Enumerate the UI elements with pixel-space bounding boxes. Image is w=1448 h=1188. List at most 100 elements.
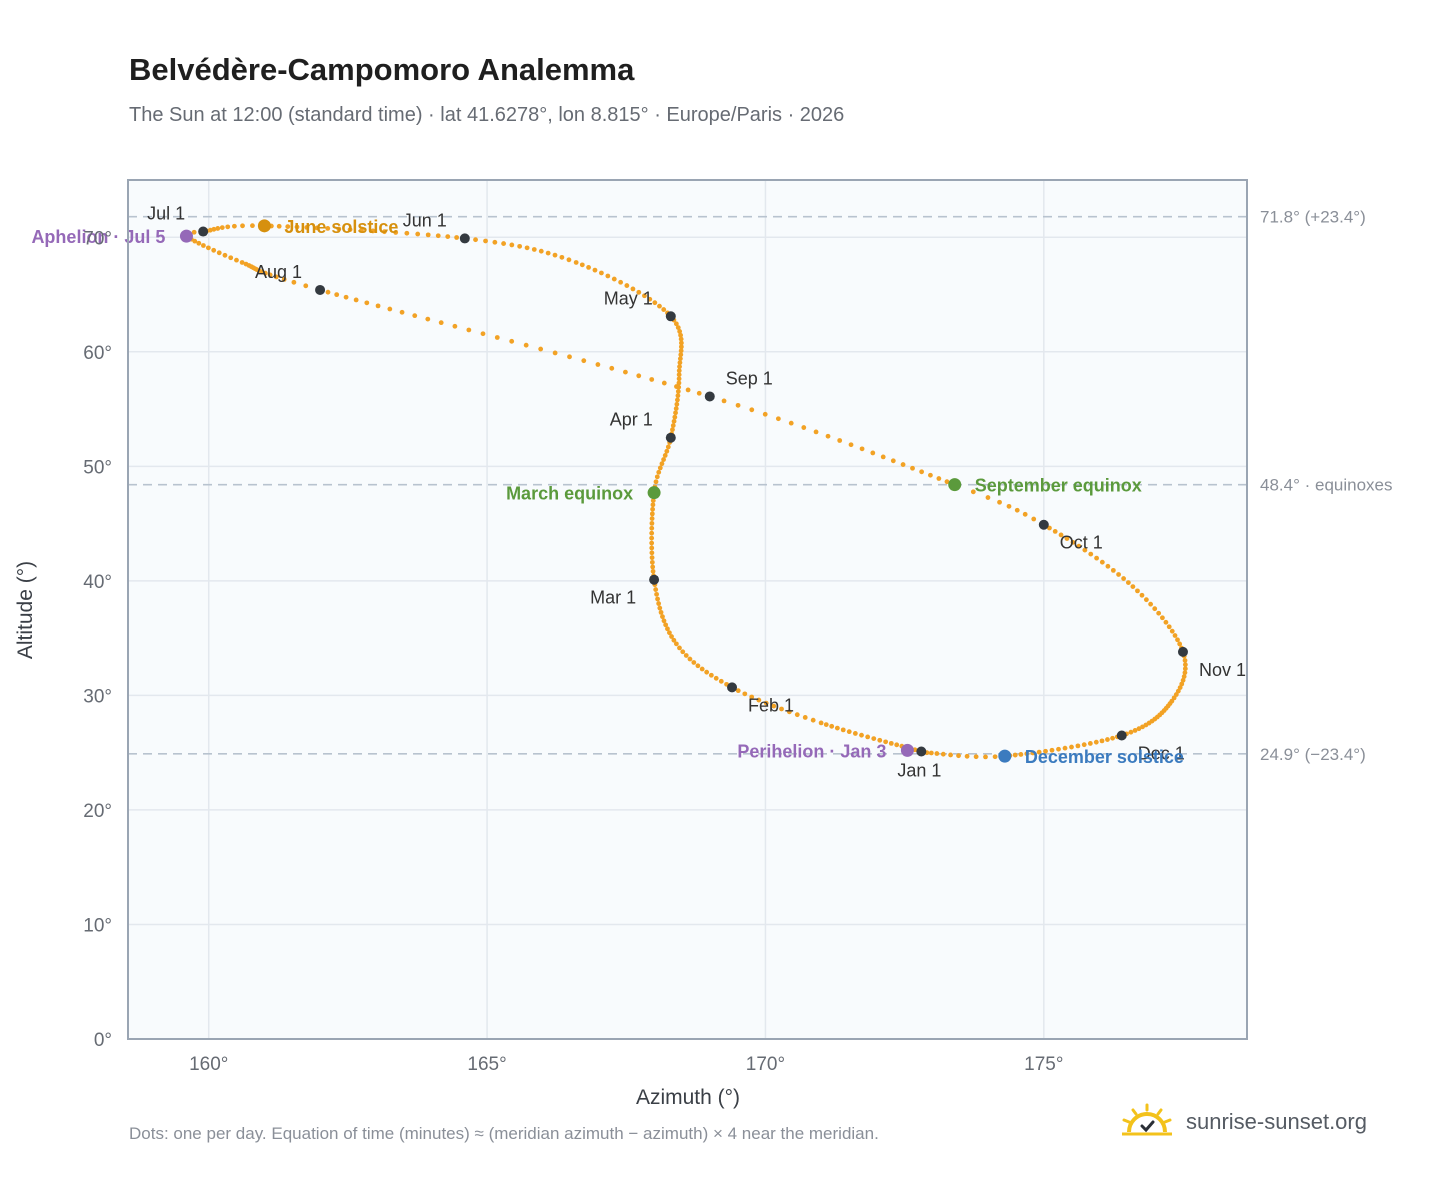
day-dot (592, 267, 598, 273)
x-tick-label: 175° (1024, 1054, 1063, 1075)
day-dot (983, 754, 988, 760)
day-dot (888, 740, 894, 746)
day-dot (669, 634, 674, 639)
day-dot (1022, 511, 1028, 517)
day-dot (673, 410, 678, 416)
day-dot (1058, 532, 1064, 538)
day-dot (1006, 503, 1012, 509)
day-dot (650, 568, 656, 574)
day-dot (676, 372, 682, 378)
day-dot (670, 423, 676, 428)
month-label: Dec 1 (1138, 743, 1185, 763)
day-dot (225, 224, 231, 230)
day-dot (649, 550, 655, 556)
day-dot (877, 737, 883, 743)
day-dot (1088, 551, 1094, 557)
day-dot (334, 292, 340, 298)
day-dot (1069, 744, 1074, 750)
day-dot (381, 229, 387, 235)
event-marker (998, 749, 1012, 763)
day-dot (480, 331, 486, 337)
day-dot (823, 722, 829, 727)
day-dot (250, 223, 255, 229)
day-dot (650, 506, 656, 512)
day-dot (788, 420, 794, 426)
month-marker (1177, 646, 1188, 657)
day-dot (623, 369, 628, 375)
day-dot (291, 279, 297, 285)
day-dot (294, 224, 300, 230)
day-dot (1181, 674, 1187, 679)
day-dot (611, 276, 617, 282)
day-dot (661, 307, 667, 312)
day-dot (1139, 592, 1145, 598)
day-dot (509, 338, 515, 344)
day-dot (1014, 507, 1020, 513)
brand-name: sunrise-sunset.org (1186, 1109, 1367, 1134)
month-marker (198, 226, 209, 237)
day-dot (347, 227, 353, 232)
event-label: September equinox (975, 476, 1142, 496)
day-dot (509, 242, 515, 248)
day-dot (678, 336, 684, 342)
day-dot (894, 742, 900, 748)
day-dot (657, 605, 663, 611)
day-dot (222, 252, 228, 258)
day-dot (970, 489, 976, 495)
day-dot (829, 723, 835, 729)
day-dot (695, 663, 701, 669)
chart-subtitle: The Sun at 12:00 (standard time) · lat 4… (129, 104, 845, 126)
day-dot (649, 559, 655, 565)
day-dot (412, 313, 418, 319)
day-dot (649, 545, 655, 551)
day-dot (1182, 670, 1188, 676)
day-dot (649, 377, 655, 382)
day-dot (1179, 681, 1185, 687)
plot-area (128, 180, 1247, 1039)
day-dot (1140, 724, 1145, 730)
day-dot (1172, 633, 1178, 638)
day-dot (425, 316, 431, 322)
day-dot (674, 401, 680, 407)
day-dot (1130, 584, 1136, 589)
day-dot (1163, 619, 1169, 625)
day-dot (649, 525, 655, 531)
day-dot (678, 352, 684, 358)
day-dot (1012, 752, 1018, 758)
day-dot (1056, 746, 1061, 752)
day-dot (997, 499, 1002, 505)
day-dot (675, 325, 681, 331)
day-dot (662, 453, 668, 458)
day-dot (219, 225, 225, 231)
day-dot (936, 476, 942, 481)
event-marker (647, 486, 661, 500)
day-dot (276, 223, 282, 229)
event-marker (900, 743, 914, 757)
x-tick-label: 170° (746, 1054, 785, 1075)
day-dot (552, 350, 558, 356)
month-marker (315, 284, 326, 295)
day-dot (425, 232, 431, 238)
day-dot (1043, 748, 1048, 754)
day-dot (654, 591, 659, 597)
day-dot (196, 240, 202, 246)
brand[interactable]: sunrise-sunset.org (1120, 1102, 1367, 1142)
day-dot (545, 250, 551, 256)
day-dot (452, 323, 458, 329)
day-dot (285, 224, 291, 230)
day-dot (1132, 728, 1138, 733)
day-dot (1036, 749, 1042, 755)
day-dot (216, 250, 222, 256)
day-dot (387, 306, 393, 312)
day-dot (1159, 615, 1165, 621)
day-dot (359, 227, 364, 233)
day-dot (691, 660, 697, 665)
event-label: Perihelion · Jan 3 (737, 741, 886, 761)
day-dot (579, 262, 585, 268)
day-dot (890, 458, 896, 464)
month-label: Feb 1 (748, 695, 794, 715)
day-dot (699, 666, 705, 672)
month-marker (1116, 730, 1127, 741)
chart-title: Belvédère-Campomoro Analemma (129, 52, 635, 87)
y-tick-label: 30° (83, 686, 112, 707)
